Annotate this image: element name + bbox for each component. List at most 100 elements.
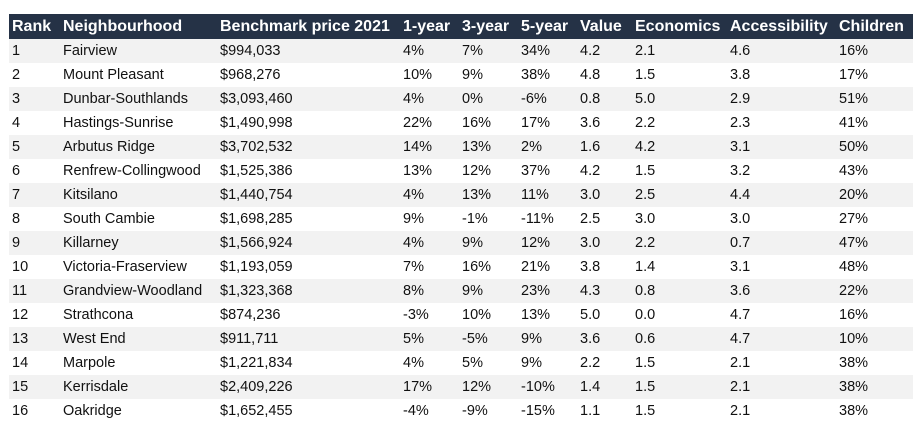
cell-value: 5.0: [577, 303, 632, 327]
table-row: 12 Strathcona $874,236 -3% 10% 13% 5.0 0.0 4.7 16…: [9, 303, 913, 327]
cell-five-year: 2%: [518, 135, 577, 159]
cell-three-year: 12%: [459, 159, 518, 183]
cell-rank: 6: [9, 159, 60, 183]
cell-neighbourhood: Marpole: [60, 351, 217, 375]
cell-benchmark-price: $2,409,226: [217, 375, 400, 399]
header-economics: Economics: [632, 14, 727, 39]
cell-neighbourhood: Mount Pleasant: [60, 63, 217, 87]
cell-children: 20%: [836, 183, 913, 207]
table-row: 1 Fairview $994,033 4% 7% 34% 4.2 2.1 4.6 16%: [9, 39, 913, 63]
header-neighbourhood: Neighbourhood: [60, 14, 217, 39]
cell-accessibility: 4.7: [727, 327, 836, 351]
cell-children: 51%: [836, 87, 913, 111]
cell-accessibility: 2.1: [727, 399, 836, 423]
header-children: Children: [836, 14, 913, 39]
cell-five-year: 21%: [518, 255, 577, 279]
cell-children: 27%: [836, 207, 913, 231]
header-five-year: 5-year: [518, 14, 577, 39]
cell-benchmark-price: $1,566,924: [217, 231, 400, 255]
header-row: Rank Neighbourhood Benchmark price 2021 1-y…: [9, 14, 913, 39]
cell-children: 48%: [836, 255, 913, 279]
table-row: 16 Oakridge $1,652,455 -4% -9% -15% 1.1 1.5 2.1 3…: [9, 399, 913, 423]
cell-benchmark-price: $3,702,532: [217, 135, 400, 159]
cell-children: 47%: [836, 231, 913, 255]
cell-benchmark-price: $3,093,460: [217, 87, 400, 111]
cell-three-year: 16%: [459, 255, 518, 279]
cell-benchmark-price: $994,033: [217, 39, 400, 63]
cell-rank: 5: [9, 135, 60, 159]
cell-three-year: 0%: [459, 87, 518, 111]
cell-neighbourhood: Dunbar-Southlands: [60, 87, 217, 111]
table-row: 2 Mount Pleasant $968,276 10% 9% 38% 4.8 1.5 3.8…: [9, 63, 913, 87]
cell-accessibility: 4.6: [727, 39, 836, 63]
cell-five-year: 11%: [518, 183, 577, 207]
cell-economics: 0.6: [632, 327, 727, 351]
cell-one-year: -4%: [400, 399, 459, 423]
cell-accessibility: 0.7: [727, 231, 836, 255]
cell-rank: 4: [9, 111, 60, 135]
cell-accessibility: 4.4: [727, 183, 836, 207]
cell-economics: 2.2: [632, 111, 727, 135]
cell-three-year: 9%: [459, 279, 518, 303]
cell-economics: 1.4: [632, 255, 727, 279]
cell-value: 2.2: [577, 351, 632, 375]
cell-rank: 2: [9, 63, 60, 87]
cell-five-year: 9%: [518, 327, 577, 351]
cell-children: 38%: [836, 375, 913, 399]
cell-benchmark-price: $1,698,285: [217, 207, 400, 231]
cell-benchmark-price: $1,221,834: [217, 351, 400, 375]
cell-accessibility: 3.6: [727, 279, 836, 303]
cell-accessibility: 2.1: [727, 375, 836, 399]
table-row: 9 Killarney $1,566,924 4% 9% 12% 3.0 2.2 0.7 47%: [9, 231, 913, 255]
cell-economics: 1.5: [632, 375, 727, 399]
table-header: Rank Neighbourhood Benchmark price 2021 1-y…: [9, 14, 913, 39]
cell-neighbourhood: Hastings-Sunrise: [60, 111, 217, 135]
table-row: 14 Marpole $1,221,834 4% 5% 9% 2.2 1.5 2.1 38%: [9, 351, 913, 375]
cell-one-year: 4%: [400, 39, 459, 63]
cell-value: 1.6: [577, 135, 632, 159]
cell-children: 17%: [836, 63, 913, 87]
cell-rank: 10: [9, 255, 60, 279]
cell-benchmark-price: $1,193,059: [217, 255, 400, 279]
cell-five-year: 23%: [518, 279, 577, 303]
header-accessibility: Accessibility: [727, 14, 836, 39]
table-row: 5 Arbutus Ridge $3,702,532 14% 13% 2% 1.6 4.2 3.…: [9, 135, 913, 159]
cell-rank: 11: [9, 279, 60, 303]
cell-neighbourhood: Victoria-Fraserview: [60, 255, 217, 279]
table-row: 8 South Cambie $1,698,285 9% -1% -11% 2.5 3.0 3.…: [9, 207, 913, 231]
cell-one-year: 9%: [400, 207, 459, 231]
cell-three-year: 9%: [459, 231, 518, 255]
cell-children: 16%: [836, 303, 913, 327]
table-row: 6 Renfrew-Collingwood $1,525,386 13% 12% 37% 4…: [9, 159, 913, 183]
cell-accessibility: 3.2: [727, 159, 836, 183]
header-three-year: 3-year: [459, 14, 518, 39]
cell-children: 43%: [836, 159, 913, 183]
cell-value: 3.6: [577, 111, 632, 135]
header-benchmark-price: Benchmark price 2021: [217, 14, 400, 39]
cell-children: 10%: [836, 327, 913, 351]
cell-three-year: -9%: [459, 399, 518, 423]
cell-one-year: 5%: [400, 327, 459, 351]
cell-rank: 14: [9, 351, 60, 375]
cell-children: 41%: [836, 111, 913, 135]
cell-benchmark-price: $1,323,368: [217, 279, 400, 303]
cell-neighbourhood: South Cambie: [60, 207, 217, 231]
cell-children: 38%: [836, 399, 913, 423]
cell-neighbourhood: Renfrew-Collingwood: [60, 159, 217, 183]
cell-economics: 1.5: [632, 159, 727, 183]
cell-rank: 12: [9, 303, 60, 327]
cell-three-year: 5%: [459, 351, 518, 375]
cell-five-year: 38%: [518, 63, 577, 87]
cell-neighbourhood: Arbutus Ridge: [60, 135, 217, 159]
cell-value: 4.8: [577, 63, 632, 87]
cell-rank: 13: [9, 327, 60, 351]
cell-economics: 5.0: [632, 87, 727, 111]
cell-one-year: 13%: [400, 159, 459, 183]
cell-economics: 2.1: [632, 39, 727, 63]
cell-value: 1.1: [577, 399, 632, 423]
cell-neighbourhood: Kitsilano: [60, 183, 217, 207]
cell-one-year: -3%: [400, 303, 459, 327]
cell-three-year: 7%: [459, 39, 518, 63]
cell-economics: 1.5: [632, 63, 727, 87]
cell-rank: 9: [9, 231, 60, 255]
